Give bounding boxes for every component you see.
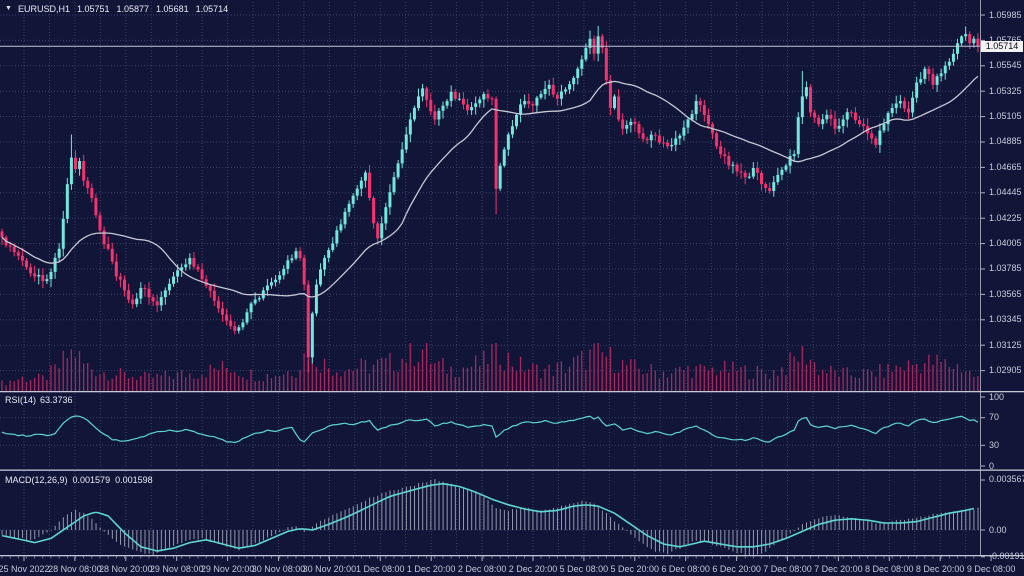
macd-indicator-label: MACD(12,26,9) — [5, 475, 68, 485]
price-axis-label: 1.05545 — [989, 60, 1022, 71]
price-axis-label: 1.02905 — [989, 365, 1022, 376]
time-axis-label: 1 Dec 20:00 — [406, 564, 456, 574]
price-axis-label: 1.03565 — [989, 288, 1022, 299]
price-axis-label: 1.04445 — [989, 187, 1022, 198]
rsi-axis-label: 100 — [989, 391, 1005, 402]
price-axis-label: 1.05765 — [989, 35, 1022, 45]
macd-signal-value: 0.001598 — [115, 475, 153, 485]
time-axis-label: 6 Dec 08:00 — [661, 564, 710, 574]
macd-signal-line — [1, 482, 975, 552]
time-axis-label: 8 Dec 20:00 — [915, 564, 965, 574]
low-value: 1.05681 — [156, 4, 189, 14]
symbol-dropdown-icon[interactable]: ▼ — [5, 5, 12, 12]
time-axis-label: 28 Nov 08:00 — [48, 564, 102, 574]
candlestick-series — [0, 25, 980, 373]
current-price-tag: 1.05714 — [981, 40, 1023, 52]
macd-main-value: 0.001579 — [72, 475, 111, 485]
price-axis-label: 1.05985 — [989, 9, 1022, 20]
rsi-axis-label: 30 — [989, 439, 1000, 450]
open-value: 1.05751 — [76, 4, 110, 14]
panel-separators — [0, 0, 1024, 557]
chart-header: ▼ EURUSD,H1 1.05751 1.05877 1.05681 1.05… — [5, 4, 228, 14]
time-axis-label: 1 Dec 08:00 — [356, 564, 405, 574]
price-axis-label: 1.03785 — [989, 263, 1022, 274]
macd-header: MACD(12,26,9) 0.001579 0.001598 — [5, 475, 153, 485]
macd-axis-label: 0.003567 — [989, 474, 1024, 485]
volume-series — [1, 343, 979, 391]
time-axis-label: 5 Dec 08:00 — [559, 564, 609, 574]
rsi-axis-label: 70 — [989, 412, 1000, 423]
price-axis-label: 1.05105 — [989, 111, 1022, 122]
time-axis-label: 7 Dec 08:00 — [763, 564, 812, 574]
time-axis-label: 8 Dec 08:00 — [865, 564, 914, 574]
rsi-line — [1, 415, 979, 444]
price-axis-label: 1.03125 — [989, 339, 1022, 350]
price-axis-label: 1.03345 — [989, 314, 1022, 325]
rsi-indicator-value: 63.3736 — [40, 395, 73, 405]
rsi-indicator-label: RSI(14) — [5, 395, 37, 405]
axis-ticks — [1, 14, 992, 561]
macd-histogram — [1, 479, 979, 557]
time-axis-label: 6 Dec 20:00 — [712, 564, 761, 574]
rsi-header: RSI(14) 63.3736 — [5, 395, 73, 405]
grid — [0, 2, 980, 553]
time-axis-label: 2 Dec 20:00 — [508, 564, 558, 574]
time-axis-label: 29 Nov 20:00 — [200, 564, 255, 574]
price-axis-label: 1.04005 — [989, 238, 1022, 249]
price-axis-label: 1.04225 — [989, 212, 1022, 223]
time-axis-label: 28 Nov 20:00 — [99, 564, 153, 574]
price-axis-label: 1.04885 — [989, 136, 1022, 147]
time-axis-label: 7 Dec 20:00 — [814, 564, 863, 574]
time-axis-label: 25 Nov 2022 — [0, 564, 50, 574]
macd-axis-label: -0.001913 — [989, 551, 1024, 562]
price-axis-label: 1.04665 — [989, 161, 1022, 172]
macd-axis-label: 0.00 — [989, 524, 1007, 535]
time-axis-label: 5 Dec 20:00 — [610, 564, 660, 574]
time-axis-label: 9 Dec 08:00 — [966, 564, 1016, 574]
moving-average-line — [1, 75, 979, 298]
time-axis-label: 30 Nov 08:00 — [251, 564, 306, 574]
price-axis-label: 1.05325 — [989, 85, 1022, 96]
high-value: 1.05877 — [116, 4, 150, 14]
time-axis-label: 29 Nov 08:00 — [149, 564, 204, 574]
time-axis-label: 30 Nov 20:00 — [302, 564, 357, 574]
current-price-value: 1.05714 — [985, 40, 1019, 51]
symbol-period-label: EURUSD,H1 — [17, 4, 70, 14]
close-value: 1.05714 — [195, 4, 229, 14]
rsi-axis-label: 0 — [989, 460, 995, 471]
time-axis-label: 2 Dec 08:00 — [457, 564, 507, 574]
